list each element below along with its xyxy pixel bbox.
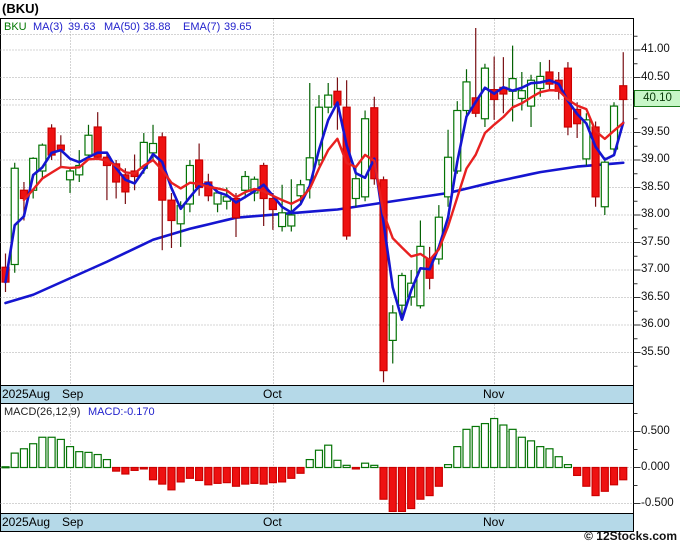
- watermark: © 12Stocks.com: [584, 529, 677, 543]
- price-axis-label: 37.00: [641, 263, 670, 275]
- legend-ma50-value: 38.88: [143, 21, 171, 33]
- legend-ma50-label: MA(50): [104, 21, 141, 33]
- price-axis-label: 35.50: [641, 345, 670, 358]
- month-label: 2025Aug: [2, 515, 51, 529]
- price-axis-label: 36.50: [641, 290, 670, 303]
- price-axis-label: 36.00: [641, 318, 670, 330]
- current-price-badge: 40.10: [634, 90, 680, 107]
- price-axis-label: 40.50: [641, 70, 670, 83]
- month-label: Nov: [483, 387, 505, 401]
- month-label: Nov: [483, 515, 505, 529]
- month-label: Sep: [62, 387, 84, 401]
- month-label: Oct: [263, 515, 282, 529]
- price-axis-label: 38.50: [641, 180, 670, 193]
- macd-axis-label: 0.000: [641, 460, 670, 473]
- price-axis-label: 38.00: [641, 208, 670, 220]
- macd-axis-label: -0.500: [641, 496, 674, 509]
- legend-ema7-value: 39.65: [224, 21, 252, 33]
- macd-params-label: MACD(26,12,9): [4, 406, 81, 418]
- legend-ma3-value: 39.63: [68, 21, 96, 33]
- page-title: (BKU): [2, 1, 39, 16]
- price-axis-label: 41.00: [641, 43, 670, 55]
- price-axis-label: 39.50: [641, 125, 670, 138]
- macd-value-label: MACD:-0.170: [88, 406, 155, 418]
- legend-ma3-label: MA(3): [33, 21, 63, 33]
- legend-symbol: BKU: [4, 21, 27, 33]
- month-label: Oct: [263, 387, 282, 401]
- macd-axis-label: 0.500: [641, 424, 670, 437]
- month-label: 2025Aug: [2, 387, 51, 401]
- month-label: Sep: [62, 515, 84, 529]
- price-axis-label: 39.00: [641, 153, 670, 165]
- price-axis-label: 37.50: [641, 235, 670, 248]
- legend-ema7-label: EMA(7): [183, 21, 221, 33]
